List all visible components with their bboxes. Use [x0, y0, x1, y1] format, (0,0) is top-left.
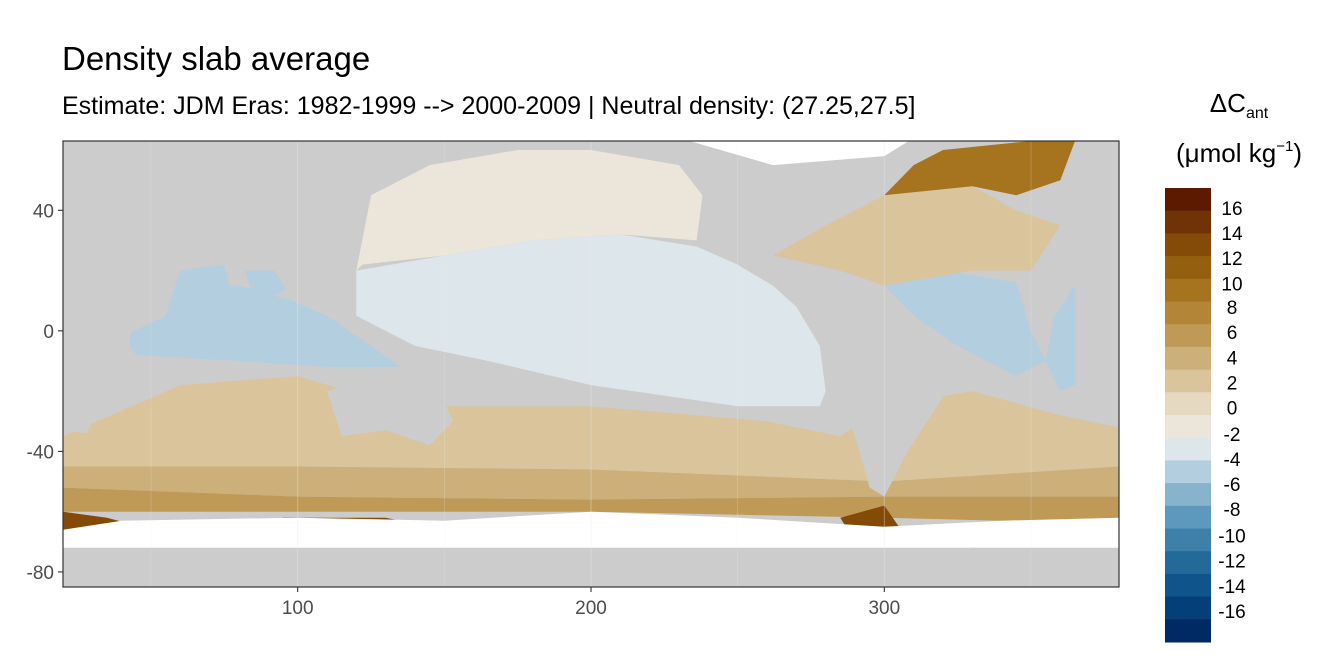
legend-swatch — [1165, 573, 1211, 598]
legend-label: -16 — [1218, 602, 1245, 623]
x-tick-label: 300 — [868, 598, 900, 619]
legend-swatch — [1165, 210, 1211, 234]
legend-swatch — [1165, 324, 1211, 348]
ocean-region — [884, 141, 1075, 196]
legend-label: -12 — [1218, 552, 1245, 573]
legend-label: 8 — [1227, 298, 1238, 319]
legend-label: -6 — [1224, 475, 1241, 496]
chart-title: Density slab average — [62, 40, 371, 77]
y-tick-label: 0 — [43, 322, 54, 343]
legend-swatch — [1165, 346, 1211, 371]
grid-lines — [150, 141, 1032, 587]
legend-label: 6 — [1227, 323, 1238, 344]
ocean-fields — [63, 141, 1119, 548]
x-tick-label: 100 — [282, 598, 314, 619]
legend-label: 12 — [1221, 249, 1242, 270]
legend-label: -14 — [1218, 577, 1246, 598]
ocean-region — [1045, 285, 1075, 392]
legend-swatch — [1165, 483, 1211, 507]
land-mass — [1060, 141, 1119, 286]
legend-swatch — [1165, 392, 1211, 416]
legend-swatch — [1165, 369, 1211, 393]
legend-swatch — [1165, 460, 1211, 484]
legend-swatch — [1165, 596, 1211, 620]
legend-label: 2 — [1227, 373, 1238, 394]
ocean-region — [244, 270, 286, 307]
ocean-region — [63, 376, 1119, 482]
legend-label: 16 — [1221, 199, 1242, 220]
land-mass — [327, 367, 454, 446]
legend-swatch — [1165, 437, 1211, 461]
legend-label: 14 — [1221, 224, 1243, 245]
legend-swatch — [1165, 619, 1211, 643]
legend-label: -8 — [1224, 500, 1241, 521]
legend-swatch — [1165, 278, 1211, 302]
chart-subtitle: Estimate: JDM Eras: 1982-1999 --> 2000-2… — [62, 92, 916, 120]
legend-label: 10 — [1221, 274, 1242, 295]
legend: ΔCant (μmol kg−1) 16 14 12 10 8 6 4 2 0 -2 -4 -6 -8 -10… — [1165, 88, 1302, 643]
legend-label: -2 — [1224, 425, 1241, 446]
y-tick-label: -80 — [27, 563, 54, 584]
no-data-area — [63, 511, 1119, 548]
legend-label: -4 — [1224, 450, 1241, 471]
legend-label: 4 — [1227, 348, 1238, 369]
land-mass — [825, 300, 967, 497]
legend-swatch — [1165, 415, 1211, 439]
legend-swatch — [1165, 188, 1211, 212]
ocean-region — [356, 150, 703, 271]
land-mass — [723, 240, 832, 307]
no-data-area — [689, 141, 909, 166]
legend-swatch — [1165, 301, 1211, 325]
ocean-region — [884, 270, 1046, 377]
legend-label: -10 — [1218, 527, 1245, 548]
ocean-region — [63, 466, 1119, 500]
legend-swatch — [1165, 505, 1211, 529]
legend-swatch — [1165, 551, 1211, 575]
legend-title: ΔCant — [1210, 88, 1269, 122]
legend-unit: (μmol kg−1) — [1176, 138, 1302, 168]
x-tick-label: 200 — [575, 598, 607, 619]
map-panel — [63, 141, 1119, 587]
y-tick-label: -40 — [27, 442, 54, 463]
legend-swatch — [1165, 528, 1211, 552]
land-mass — [63, 225, 134, 434]
legend-swatch — [1165, 233, 1211, 257]
ocean-region — [165, 264, 234, 319]
ocean-region — [356, 234, 826, 407]
ocean-region — [772, 186, 1061, 286]
legend-swatch — [1165, 256, 1211, 280]
y-tick-label: 40 — [33, 201, 54, 222]
legend-label: 0 — [1227, 399, 1238, 420]
